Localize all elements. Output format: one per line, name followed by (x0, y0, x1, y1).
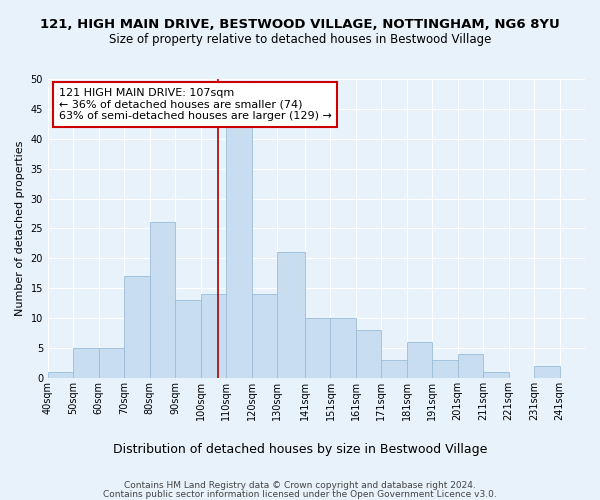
Bar (48, 372, 73, 378)
Text: 121 HIGH MAIN DRIVE: 107sqm
← 36% of detached houses are smaller (74)
63% of sem: 121 HIGH MAIN DRIVE: 107sqm ← 36% of det… (59, 88, 332, 121)
Bar (458, 354, 483, 378)
Bar (382, 360, 407, 378)
Bar (305, 318, 331, 378)
Text: Contains HM Land Registry data © Crown copyright and database right 2024.: Contains HM Land Registry data © Crown c… (124, 481, 476, 490)
Bar (356, 330, 382, 378)
Text: Size of property relative to detached houses in Bestwood Village: Size of property relative to detached ho… (109, 32, 491, 46)
Text: Distribution of detached houses by size in Bestwood Village: Distribution of detached houses by size … (113, 442, 487, 456)
Text: Contains public sector information licensed under the Open Government Licence v3: Contains public sector information licen… (103, 490, 497, 499)
Bar (534, 366, 560, 378)
Text: 121, HIGH MAIN DRIVE, BESTWOOD VILLAGE, NOTTINGHAM, NG6 8YU: 121, HIGH MAIN DRIVE, BESTWOOD VILLAGE, … (40, 18, 560, 30)
Bar (150, 222, 175, 378)
Bar (407, 342, 432, 378)
Bar (175, 300, 200, 378)
Bar (99, 348, 124, 378)
Bar (226, 127, 251, 378)
Bar (483, 372, 509, 378)
Bar (432, 360, 458, 378)
Bar (124, 276, 150, 378)
Bar (200, 294, 226, 378)
Bar (73, 348, 99, 378)
Bar (331, 318, 356, 378)
Bar (251, 294, 277, 378)
Y-axis label: Number of detached properties: Number of detached properties (15, 140, 25, 316)
Bar (277, 252, 305, 378)
